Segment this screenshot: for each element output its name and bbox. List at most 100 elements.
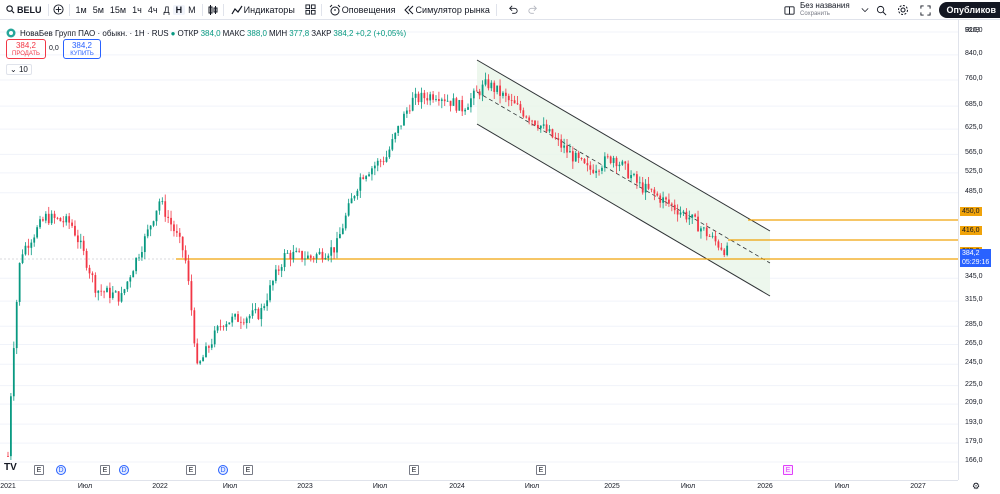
time-tick: 2024 — [449, 483, 465, 490]
axis-settings-icon[interactable]: ⚙ — [972, 481, 981, 491]
candle-body — [708, 236, 711, 237]
candle-body — [62, 221, 65, 223]
candles-icon[interactable] — [206, 3, 220, 17]
regression-channel[interactable] — [477, 60, 770, 296]
earnings-event-marker[interactable]: E — [34, 465, 44, 475]
candle-body — [50, 213, 53, 224]
buy-button[interactable]: 384,2 КУПИТЬ — [63, 39, 101, 59]
candle-body — [100, 290, 103, 292]
level-price-label[interactable]: 416,0 — [960, 226, 982, 236]
candle-body — [324, 257, 327, 260]
price-tick: 315,0 — [965, 296, 983, 304]
dividend-event-marker[interactable]: D — [119, 465, 129, 475]
legend-low-key: МИН — [269, 28, 288, 38]
tradingview-logo[interactable]: TV — [4, 462, 17, 473]
buy-price: 384,2 — [71, 41, 93, 50]
legend-title[interactable]: НоваБев Групп ПАО · обыкн. · 1Н · RUS — [20, 28, 169, 38]
candle-body — [289, 252, 292, 260]
redo-icon[interactable] — [526, 3, 540, 17]
candle-body — [481, 84, 484, 96]
time-tick: 2021 — [0, 483, 16, 490]
indicators-icon — [230, 3, 244, 17]
tf-15m[interactable]: 15м — [109, 4, 127, 15]
earnings-event-marker[interactable]: E — [409, 465, 419, 475]
candle-body — [688, 217, 691, 220]
earnings-event-marker[interactable]: E — [100, 465, 110, 475]
candle-body — [350, 198, 353, 204]
candles-series[interactable] — [7, 72, 729, 460]
indicators-toggle[interactable]: ⌄ 10 — [6, 64, 32, 75]
earnings-event-marker[interactable]: E — [536, 465, 546, 475]
earnings-event-marker[interactable]: E — [186, 465, 196, 475]
level-price-label[interactable]: 450,0 — [960, 206, 982, 216]
channel-upper-line[interactable] — [476, 59, 771, 232]
layout-save-status: Сохранить — [800, 11, 830, 17]
price-axis[interactable]: 920,0 840,0 760,0 685,0 625,0 565,0 525,0 485,0… — [958, 20, 1000, 480]
chart-canvas[interactable] — [0, 20, 958, 480]
time-tick: Июл — [524, 483, 540, 490]
symbol-search[interactable]: BELU — [0, 0, 45, 20]
candle-body — [132, 271, 135, 278]
candle-body — [120, 293, 123, 302]
candle-body — [30, 242, 33, 248]
tf-day[interactable]: Д — [163, 4, 170, 15]
candle-body — [432, 94, 434, 100]
candle-body — [668, 199, 670, 204]
last-price-label[interactable]: 384,2 05:29:16 — [960, 249, 992, 268]
publish-button[interactable]: Опубликов — [938, 2, 1000, 18]
candle-body — [167, 216, 170, 218]
earnings-event-marker[interactable]: E — [783, 465, 793, 475]
candle-body — [592, 169, 595, 173]
dividend-event-marker[interactable]: D — [56, 465, 66, 475]
candle-body — [650, 188, 653, 190]
fullscreen-icon[interactable] — [918, 3, 932, 17]
candle-body — [618, 164, 621, 167]
currency-label[interactable]: RUB — [965, 27, 980, 34]
indicators-button[interactable]: Индикаторы — [227, 0, 298, 20]
candle-body — [452, 98, 455, 106]
candle-body — [109, 287, 111, 298]
tf-4h[interactable]: 4ч — [147, 4, 158, 15]
tf-week[interactable]: Н — [172, 4, 186, 15]
templates-icon[interactable] — [304, 3, 318, 17]
candle-body — [205, 346, 207, 358]
candle-body — [403, 113, 405, 126]
candle-body — [138, 257, 140, 259]
layout-icon[interactable] — [782, 3, 796, 17]
channel-lower-line[interactable] — [476, 123, 771, 297]
indicators-count: 10 — [18, 65, 28, 74]
candle-body — [149, 225, 152, 230]
candle-body — [225, 324, 228, 327]
time-tick: 2023 — [297, 483, 313, 490]
layout-name-button[interactable]: Без названия Сохранить — [800, 1, 850, 19]
candle-body — [24, 245, 27, 255]
candle-body — [595, 170, 598, 173]
candle-body — [336, 238, 338, 253]
candle-body — [74, 225, 76, 236]
candle-body — [638, 182, 641, 184]
candle-body — [85, 250, 88, 268]
compare-plus-icon[interactable] — [52, 3, 66, 17]
tf-month[interactable]: М — [188, 4, 196, 15]
candle-body — [714, 235, 717, 242]
quick-search-icon[interactable] — [874, 3, 888, 17]
candle-body — [158, 201, 161, 211]
sell-button[interactable]: 384,2 ПРОДАТЬ — [6, 39, 46, 59]
candle-body — [365, 176, 368, 179]
time-axis[interactable]: 2021 Июл 2022 Июл 2023 Июл 2024 Июл 2025 Июл 2026 И… — [0, 480, 958, 494]
candle-body — [301, 250, 303, 260]
candle-body — [298, 250, 301, 252]
channel-mid-line[interactable] — [476, 91, 771, 264]
tf-1m[interactable]: 1м — [75, 4, 87, 15]
candle-body — [187, 260, 190, 282]
chevron-down-icon[interactable] — [858, 3, 872, 17]
tf-5m[interactable]: 5м — [92, 4, 104, 15]
earnings-event-marker[interactable]: E — [243, 465, 253, 475]
alerts-button[interactable]: Оповещения — [325, 0, 399, 20]
tf-1h[interactable]: 1ч — [132, 4, 142, 15]
candle-body — [612, 157, 615, 163]
replay-button[interactable]: Симулятор рынка — [399, 0, 493, 20]
dividend-event-marker[interactable]: D — [218, 465, 228, 475]
undo-icon[interactable] — [506, 3, 520, 17]
settings-icon[interactable] — [896, 3, 910, 17]
